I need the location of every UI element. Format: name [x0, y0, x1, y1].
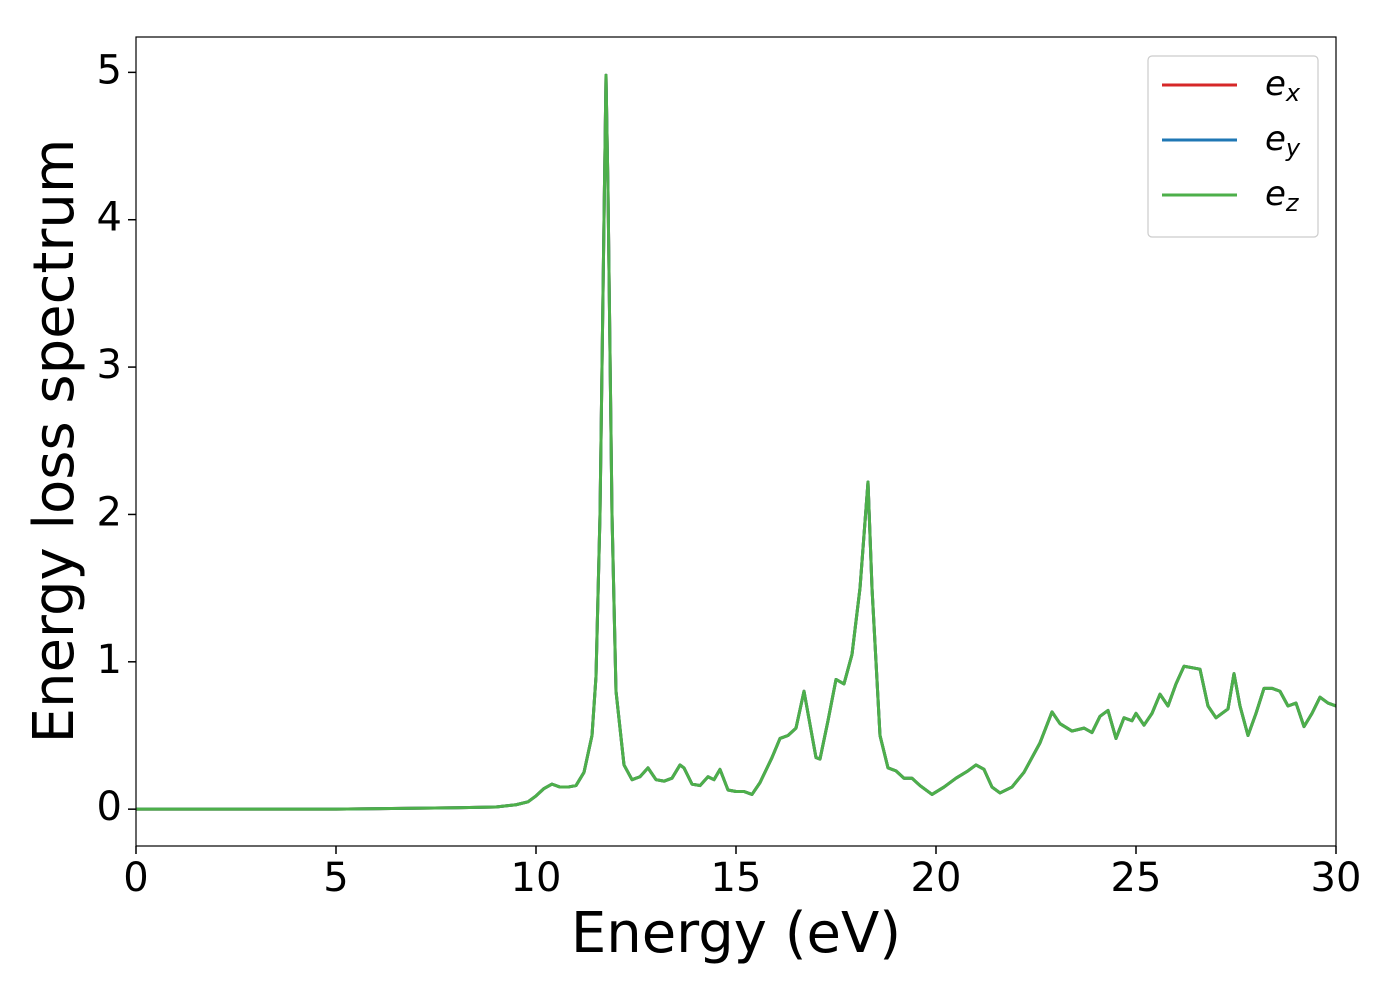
legend-subscript: z [1285, 189, 1300, 217]
legend-box [1147, 55, 1319, 238]
legend-label: ez [1265, 174, 1300, 218]
x-tick-label: 10 [511, 855, 562, 901]
y-axis-label: Energy loss spectrum [22, 139, 87, 744]
y-tick-label: 3 [97, 342, 122, 388]
legend-subscript: y [1285, 134, 1301, 162]
x-tick-label: 30 [1311, 855, 1362, 901]
y-tick-label: 0 [97, 784, 122, 830]
x-tick-label: 0 [123, 855, 148, 901]
y-tick-label: 4 [97, 195, 122, 241]
legend-name: e [1265, 64, 1286, 104]
x-tick-label: 5 [323, 855, 348, 901]
y-tick-label: 5 [97, 47, 122, 93]
y-tick-label: 2 [97, 489, 122, 535]
y-tick-label: 1 [97, 637, 122, 683]
legend-label: ex [1265, 64, 1301, 108]
legend-label: ey [1265, 119, 1301, 163]
plot-frame [135, 36, 1337, 847]
series-line [136, 73, 1336, 811]
legend-name: e [1265, 119, 1286, 159]
x-tick-label: 20 [911, 855, 962, 901]
x-tick-label: 25 [1111, 855, 1162, 901]
x-axis-label: Energy (eV) [571, 901, 901, 966]
legend-subscript: x [1285, 79, 1301, 107]
x-tick-label: 15 [711, 855, 762, 901]
legend-name: e [1265, 174, 1286, 214]
